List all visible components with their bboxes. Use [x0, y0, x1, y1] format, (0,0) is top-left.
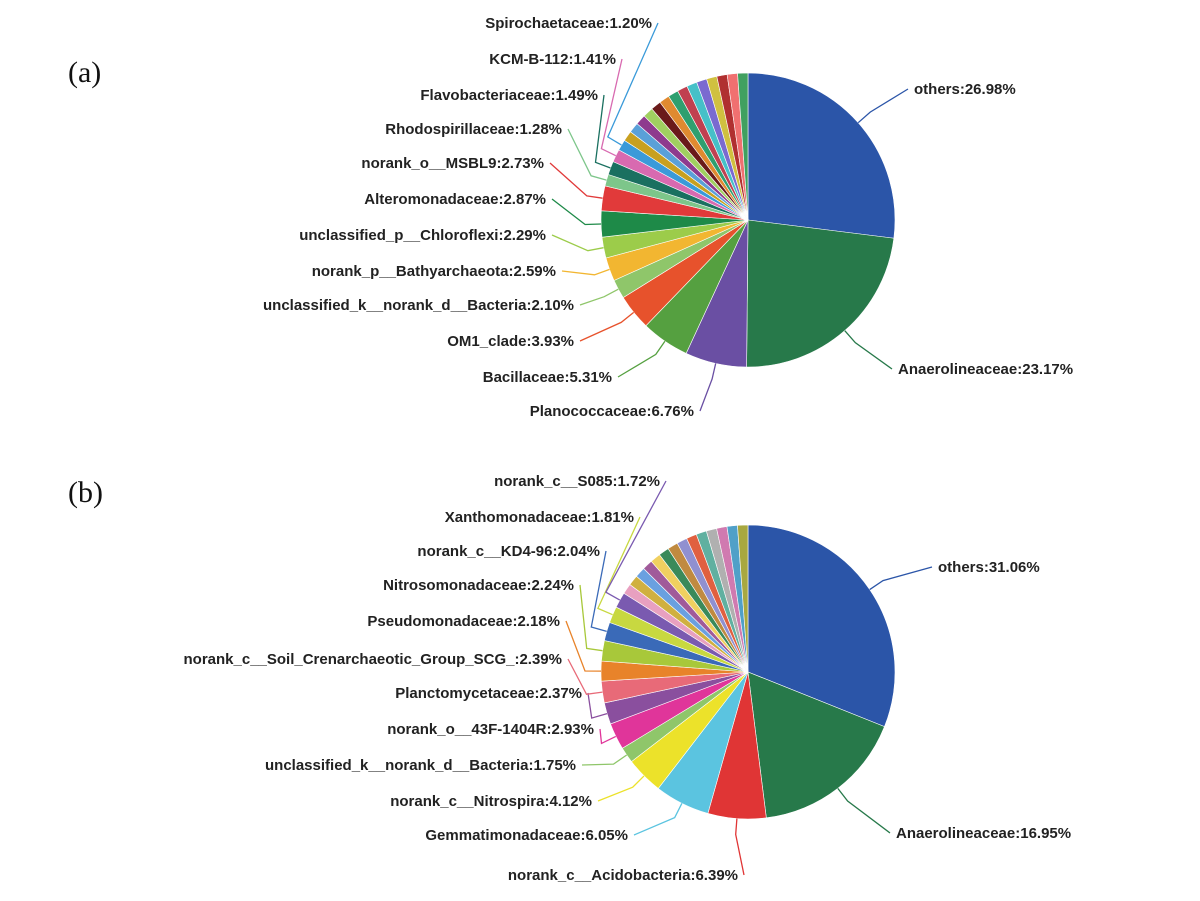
- leader-line-a-flavobacteriaceae: [594, 94, 611, 169]
- leader-line-a-norank-p-bathyarchaeota: [561, 268, 610, 276]
- leader-line-b-planctomycetaceae: [587, 692, 608, 719]
- slice-label-a-om1-clade: OM1_clade:3.93%: [447, 333, 574, 350]
- slice-label-b-others: others:31.06%: [938, 559, 1040, 576]
- leader-line-b-norank-c-s085: [605, 480, 667, 601]
- slice-label-a-kcm-b-112: KCM-B-112:1.41%: [489, 51, 616, 68]
- leader-line-b-norank-o-43f-1404r: [599, 728, 617, 745]
- panel-label-b: (b): [68, 476, 103, 509]
- leader-line-a-planococcaceae: [699, 363, 717, 412]
- slice-label-b-norank-o-43f-1404r: norank_o__43F-1404R:2.93%: [387, 721, 594, 738]
- slice-label-b-norank-c-nitrospira: norank_c__Nitrospira:4.12%: [390, 793, 592, 810]
- leader-line-b-others: [869, 566, 933, 591]
- slice-label-a-rhodospirillaceae: Rhodospirillaceae:1.28%: [385, 121, 562, 138]
- leader-line-a-rhodospirillaceae: [567, 128, 607, 181]
- slice-label-b-norank-c-kd4-96: norank_c__KD4-96:2.04%: [417, 543, 600, 560]
- slice-label-a-norank-p-bathyarchaeota: norank_p__Bathyarchaeota:2.59%: [312, 263, 556, 280]
- leader-line-b-pseudomonadaceae: [565, 620, 602, 672]
- slice-label-a-planococcaceae: Planococcaceae:6.76%: [530, 403, 694, 420]
- slice-label-b-xanthomonadaceae: Xanthomonadaceae:1.81%: [445, 509, 634, 526]
- slice-label-b-anaerolineaceae: Anaerolineaceae:16.95%: [896, 825, 1071, 842]
- leader-line-a-kcm-b-112: [600, 58, 623, 157]
- leader-line-a-norank-o-msbl9: [549, 162, 603, 199]
- leader-line-a-anaerolineaceae: [844, 330, 893, 370]
- leader-line-a-others: [857, 88, 909, 124]
- leader-line-b-norank-c-nitrospira: [597, 775, 645, 802]
- leader-line-b-anaerolineaceae: [837, 788, 891, 834]
- pie-slice-a-unlabeled-27: [737, 72, 749, 221]
- pie-chart-a: others:26.98% Anaerolineaceae:23.17% Plano…: [263, 15, 1073, 420]
- leader-line-a-om1-clade: [579, 311, 635, 342]
- slice-label-a-flavobacteriaceae: Flavobacteriaceae:1.49%: [420, 87, 598, 104]
- pie-slice-a-others: [747, 72, 896, 239]
- leader-line-a-spirochaetaceae: [606, 22, 659, 146]
- leader-line-b-gemmatimonadaceae: [633, 803, 683, 836]
- slice-label-b-norank-c-soil-crenarchaeotic-group-scg: norank_c__Soil_Crenarchaeotic_Group_SCG_…: [184, 651, 563, 668]
- leader-line-a-unclassified-p-chloroflexi: [551, 234, 604, 252]
- slice-label-b-unclassified-k-norank-d-bacteria: unclassified_k__norank_d__Bacteria:1.75%: [265, 757, 576, 774]
- pie-slice-b-anaerolineaceae: [747, 671, 885, 819]
- pie-slice-b-unlabeled-27: [737, 524, 749, 673]
- slice-label-a-anaerolineaceae: Anaerolineaceae:23.17%: [898, 361, 1073, 378]
- slice-label-b-planctomycetaceae: Planctomycetaceae:2.37%: [395, 685, 582, 702]
- slice-label-a-spirochaetaceae: Spirochaetaceae:1.20%: [485, 15, 652, 32]
- leader-line-b-nitrosomonadaceae: [579, 584, 603, 652]
- leader-line-b-norank-c-acidobacteria: [735, 818, 745, 876]
- slice-label-a-unclassified-k-norank-d-bacteria: unclassified_k__norank_d__Bacteria:2.10%: [263, 297, 574, 314]
- slice-label-b-nitrosomonadaceae: Nitrosomonadaceae:2.24%: [383, 577, 574, 594]
- slice-label-a-norank-o-msbl9: norank_o__MSBL9:2.73%: [361, 155, 544, 172]
- pie-chart-b: others:31.06% Anaerolineaceae:16.95% noran…: [184, 473, 1072, 884]
- leader-line-b-norank-c-kd4-96: [590, 550, 607, 633]
- leader-line-a-alteromonadaceae: [551, 198, 602, 226]
- slice-label-b-norank-c-s085: norank_c__S085:1.72%: [494, 473, 660, 490]
- pie-slice-b-others: [747, 524, 896, 728]
- slice-label-b-norank-c-acidobacteria: norank_c__Acidobacteria:6.39%: [508, 867, 738, 884]
- leader-line-a-bacillaceae: [617, 340, 666, 378]
- slice-label-a-unclassified-p-chloroflexi: unclassified_p__Chloroflexi:2.29%: [299, 227, 546, 244]
- slice-label-b-gemmatimonadaceae: Gemmatimonadaceae:6.05%: [425, 827, 628, 844]
- slice-label-a-others: others:26.98%: [914, 81, 1016, 98]
- leader-line-a-unclassified-k-norank-d-bacteria: [579, 288, 619, 306]
- panel-label-a: (a): [68, 56, 101, 89]
- leader-line-b-xanthomonadaceae: [597, 516, 641, 616]
- slice-label-a-alteromonadaceae: Alteromonadaceae:2.87%: [364, 191, 546, 208]
- leader-line-b-norank-c-soil-crenarchaeotic-group-scg: [567, 658, 603, 696]
- slice-label-a-bacillaceae: Bacillaceae:5.31%: [483, 369, 612, 386]
- leader-line-b-unclassified-k-norank-d-bacteria: [581, 754, 628, 766]
- slice-label-b-pseudomonadaceae: Pseudomonadaceae:2.18%: [367, 613, 560, 630]
- pie-slice-a-anaerolineaceae: [746, 219, 895, 368]
